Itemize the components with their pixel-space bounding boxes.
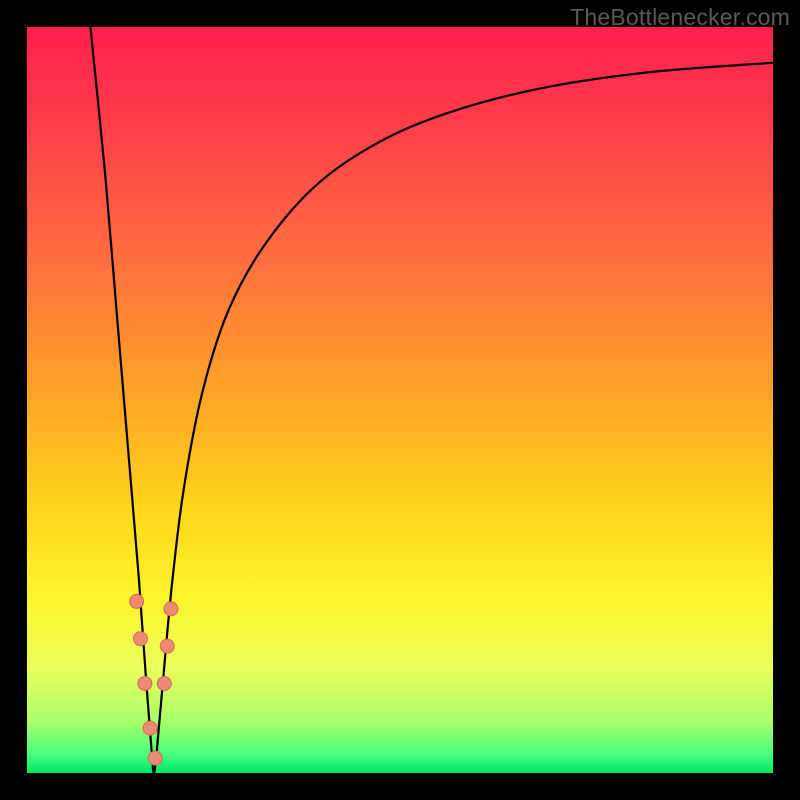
chart-stage: TheBottlenecker.com [0, 0, 800, 800]
data-marker [157, 676, 171, 690]
data-marker [133, 632, 147, 646]
plot-area [27, 27, 773, 773]
watermark-text: TheBottlenecker.com [570, 4, 790, 31]
data-marker [143, 721, 157, 735]
data-marker [160, 639, 174, 653]
data-marker [138, 676, 152, 690]
chart-svg [0, 0, 800, 800]
data-marker [130, 594, 144, 608]
data-marker [164, 602, 178, 616]
data-marker [148, 751, 162, 765]
